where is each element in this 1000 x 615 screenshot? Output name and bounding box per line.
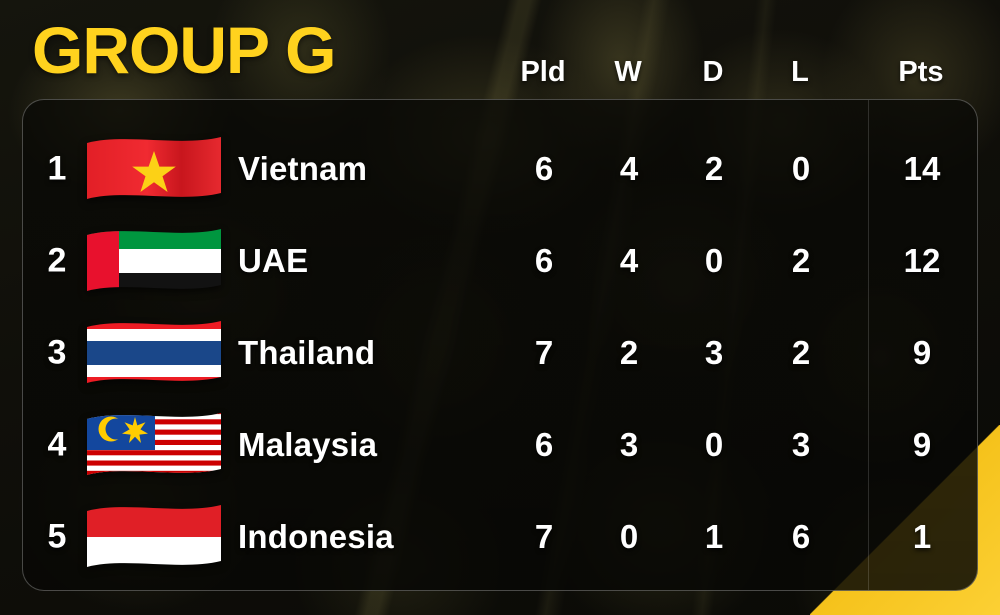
team-name: Malaysia bbox=[238, 426, 378, 463]
rank-number: 1 bbox=[47, 149, 67, 188]
stat-pld: 6 bbox=[534, 242, 554, 279]
stat-d: 3 bbox=[704, 334, 724, 371]
stat-l: 2 bbox=[791, 242, 811, 279]
flag-vietnam-icon bbox=[85, 133, 223, 205]
stat-pts: 9 bbox=[912, 426, 932, 463]
header: GROUP G Pld W D L Pts bbox=[0, 0, 1000, 100]
team-name: Vietnam bbox=[238, 150, 368, 187]
column-header-pts: Pts bbox=[898, 56, 944, 88]
rank-number: 3 bbox=[47, 333, 67, 372]
standings-table: 1 Vietnam 6 4 2 0 14 2 UAE 6 4 0 2 12 3 bbox=[22, 99, 978, 591]
stat-pld: 7 bbox=[534, 518, 554, 555]
table-row[interactable]: 4 Malaysia 6 3 0 3 9 bbox=[23, 399, 977, 491]
stat-pld: 6 bbox=[534, 150, 554, 187]
stat-pld: 7 bbox=[534, 334, 554, 371]
table-row[interactable]: 5 Indonesia 7 0 1 6 1 bbox=[23, 491, 977, 583]
column-header-l: L bbox=[791, 56, 809, 88]
team-name: UAE bbox=[238, 242, 309, 279]
stat-w: 2 bbox=[619, 334, 639, 371]
flag-malaysia-icon bbox=[85, 409, 223, 481]
flag-thailand-icon bbox=[85, 317, 223, 389]
stat-pts: 14 bbox=[903, 150, 941, 187]
stat-d: 0 bbox=[704, 242, 724, 279]
table-row[interactable]: 1 Vietnam 6 4 2 0 14 bbox=[23, 123, 977, 215]
stat-l: 3 bbox=[791, 426, 811, 463]
stat-pts: 12 bbox=[903, 242, 941, 279]
table-row[interactable]: 3 Thailand 7 2 3 2 9 bbox=[23, 307, 977, 399]
rank-number: 5 bbox=[47, 517, 67, 556]
stat-w: 3 bbox=[619, 426, 639, 463]
stat-l: 2 bbox=[791, 334, 811, 371]
stat-w: 4 bbox=[619, 242, 639, 279]
table-row[interactable]: 2 UAE 6 4 0 2 12 bbox=[23, 215, 977, 307]
flag-uae-icon bbox=[85, 225, 223, 297]
team-name: Thailand bbox=[238, 334, 376, 371]
flag-indonesia-icon bbox=[85, 501, 223, 573]
team-name: Indonesia bbox=[238, 518, 394, 555]
stat-pts: 1 bbox=[912, 518, 932, 555]
stat-w: 4 bbox=[619, 150, 639, 187]
stat-d: 0 bbox=[704, 426, 724, 463]
rank-number: 4 bbox=[47, 425, 67, 464]
points-column-divider bbox=[868, 100, 869, 590]
column-header-w: W bbox=[614, 56, 642, 88]
stat-pld: 6 bbox=[534, 426, 554, 463]
page-title: GROUP G bbox=[32, 13, 337, 87]
stat-l: 6 bbox=[791, 518, 811, 555]
stat-d: 1 bbox=[704, 518, 724, 555]
stat-l: 0 bbox=[791, 150, 811, 187]
column-header-pld: Pld bbox=[520, 56, 566, 88]
stat-w: 0 bbox=[619, 518, 639, 555]
stat-d: 2 bbox=[704, 150, 724, 187]
column-header-d: D bbox=[702, 56, 724, 88]
stat-pts: 9 bbox=[912, 334, 932, 371]
rank-number: 2 bbox=[47, 241, 67, 280]
